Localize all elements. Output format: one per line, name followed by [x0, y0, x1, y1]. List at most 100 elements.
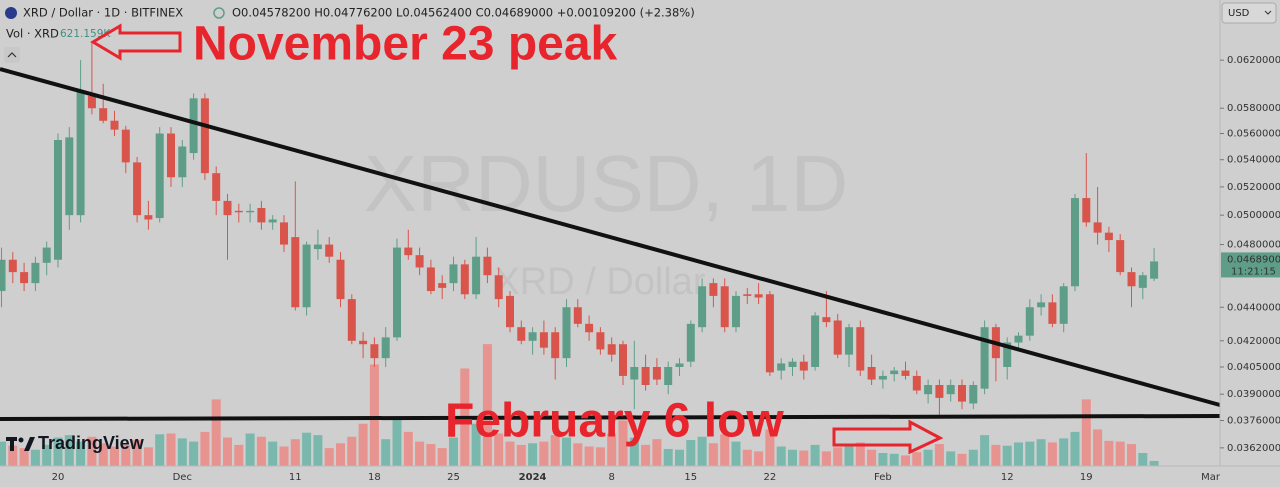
volume-bar [516, 444, 526, 466]
volume-bar [595, 447, 605, 466]
candle-body [212, 173, 221, 201]
candle-body [381, 337, 390, 359]
volume-bar [878, 453, 888, 466]
candle-body [1082, 198, 1091, 223]
candle-body [539, 332, 548, 348]
candle-body [1037, 302, 1046, 308]
candle-body [754, 294, 763, 298]
volume-bar [629, 437, 639, 466]
candle-body [54, 139, 62, 260]
volume-bar [1081, 399, 1091, 466]
candle-body [517, 327, 526, 341]
candle-body [573, 307, 582, 324]
x-tick-label: 25 [447, 472, 460, 483]
candle-body [845, 327, 853, 355]
volume-bar [110, 446, 119, 466]
candle-body [652, 366, 661, 380]
candle-body [87, 95, 96, 109]
candle-body [8, 259, 17, 273]
candle-body [438, 283, 447, 288]
candle-body [110, 120, 119, 130]
candle-body [765, 294, 774, 373]
countdown-label: 11:21:15 [1231, 266, 1276, 277]
volume-bar [279, 446, 289, 466]
candle-body [619, 344, 627, 376]
volume-bar [347, 436, 357, 466]
volume-bar [381, 439, 391, 466]
volume-bar [720, 434, 730, 466]
volume-bar [223, 437, 232, 466]
support-line [0, 414, 1221, 421]
volume-bar [53, 437, 63, 466]
volume-bar [1047, 442, 1057, 466]
volume-bar [494, 433, 504, 466]
volume-bar [946, 451, 956, 466]
volume-bar [358, 423, 368, 466]
candle-body [1104, 232, 1113, 241]
candle-body [268, 219, 277, 223]
candle-body [1071, 198, 1079, 287]
low-arrow [832, 419, 944, 455]
candle-body [133, 162, 142, 216]
volume-bar [1127, 444, 1136, 466]
volume-bar [166, 433, 176, 466]
peak-arrow [90, 23, 182, 61]
volume-bar [934, 444, 944, 466]
x-tick-label: 12 [1001, 472, 1014, 483]
candle-body [31, 262, 40, 284]
volume-bar [290, 439, 300, 466]
volume-bar [1014, 442, 1023, 466]
volume-bar [121, 444, 131, 466]
candle-body [777, 363, 786, 371]
volume-bar [889, 453, 899, 466]
volume-bar [392, 417, 402, 466]
currency-select[interactable] [1221, 2, 1277, 24]
volume-title: Vol · XRD [6, 27, 59, 41]
volume-bar [776, 446, 786, 466]
candle-body [483, 256, 492, 276]
volume-bar [539, 441, 549, 466]
candle-body [20, 272, 29, 284]
candle-body [178, 146, 187, 178]
candle-body [969, 385, 978, 404]
candle-body [912, 375, 921, 391]
candle-body [1127, 272, 1136, 287]
x-tick-label: Feb [874, 472, 892, 483]
candle-body [0, 259, 6, 292]
candle-body [585, 323, 594, 333]
symbol-title[interactable]: XRD / Dollar · 1D · BITFINEX [23, 6, 183, 20]
y-tick-label: 0.03620000 [1227, 443, 1280, 454]
volume-bar [675, 449, 684, 466]
ohlc-readout: O0.04578200 H0.04776200 L0.04562400 C0.0… [232, 6, 695, 20]
volume-bar [19, 448, 29, 466]
watermark-symbol: XRDUSD, 1D [364, 139, 849, 228]
candle-body [720, 286, 729, 328]
candle-body [732, 295, 740, 328]
candle-body [144, 215, 153, 220]
volume-bar [742, 449, 752, 466]
candle-body [449, 264, 458, 284]
volume-bar [788, 449, 797, 466]
candle-body [472, 256, 481, 295]
candle-body [641, 366, 650, 386]
candle-body [833, 320, 842, 355]
x-tick-label: Mar [1201, 472, 1221, 483]
candle-body [867, 366, 876, 380]
symbol-icon [5, 7, 17, 19]
volume-bar [313, 435, 323, 466]
volume-bar [799, 450, 809, 466]
candle-body [313, 244, 322, 250]
volume-bar [302, 432, 312, 466]
logo-mark [10, 437, 14, 451]
x-tick-label: 8 [609, 472, 615, 483]
volume-bar [211, 399, 221, 466]
volume-bar [234, 444, 244, 466]
collapse-button[interactable] [4, 47, 20, 63]
candle-body [234, 210, 243, 213]
watermark-name: XRD / Dollar [494, 261, 705, 303]
candle-body [404, 247, 413, 256]
volume-bar [471, 423, 481, 466]
